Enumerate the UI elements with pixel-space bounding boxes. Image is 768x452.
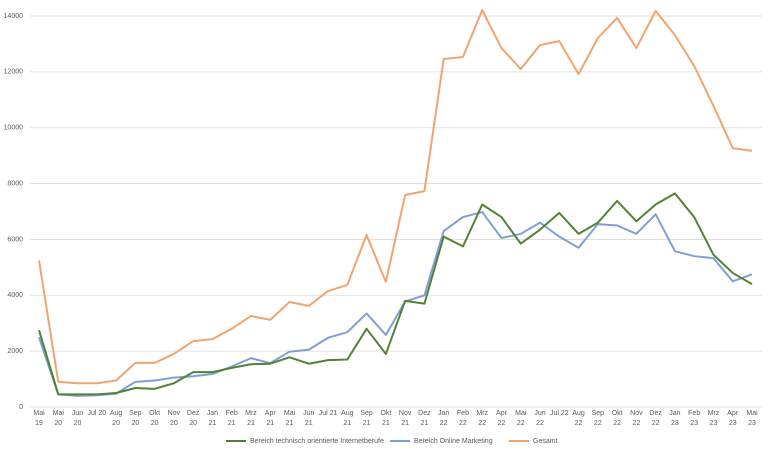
- x-tick-label: Jul 22: [549, 410, 569, 417]
- y-tick-label: 6000: [7, 236, 23, 243]
- series-line: [38, 192, 753, 396]
- x-tick-label: Mrz 21: [245, 410, 257, 427]
- x-tick-label: Jun 21: [303, 410, 315, 427]
- x-tick-label: Nov 20: [167, 410, 181, 427]
- x-tick-label: Feb 22: [456, 410, 469, 427]
- x-tick-label: Jun 20: [71, 410, 84, 427]
- legend-label: Bereich technisch orientierte Internetbe…: [250, 438, 384, 445]
- x-tick-label: Sep 20: [129, 410, 142, 427]
- x-tick-label: Mai 21: [283, 410, 296, 427]
- x-tick-label: Sep 22: [591, 410, 605, 427]
- legend-label: Gesamt: [533, 438, 558, 445]
- y-tick-label: 4000: [7, 292, 23, 299]
- y-tick-label: 8000: [7, 180, 23, 187]
- x-tick-label: Apr 21: [264, 410, 276, 427]
- x-tick-label: Jan 23: [669, 410, 681, 427]
- x-tick-label: Aug 22: [572, 410, 585, 427]
- x-tick-label: Nov 21: [398, 410, 412, 427]
- x-tick-label: Mai 22: [515, 410, 527, 427]
- y-tick-label: 14000: [4, 13, 24, 20]
- x-tick-label: Okt 22: [611, 410, 623, 427]
- x-tick-label: Apr 22: [496, 410, 507, 427]
- x-tick-label: Jan 22: [438, 410, 450, 427]
- y-tick-label: 2000: [7, 348, 23, 355]
- x-tick-label: Dez 21: [418, 410, 431, 427]
- x-tick-label: Nov 22: [630, 410, 643, 427]
- x-tick-label: Sep 21: [360, 410, 373, 427]
- x-tick-label: Jan 21: [206, 410, 219, 427]
- x-tick-label: Okt 21: [380, 410, 392, 427]
- x-tick-label: Apr 23: [727, 410, 739, 427]
- x-tick-label: Jul 20: [87, 410, 107, 417]
- x-tick-label: Jul 21: [318, 410, 338, 417]
- x-tick-label: Mai 19: [33, 410, 45, 427]
- x-tick-label: Mai 23: [746, 410, 758, 427]
- y-tick-label: 10000: [4, 125, 24, 132]
- x-tick-label: Dez 20: [186, 410, 200, 427]
- y-tick-label: 0: [19, 404, 23, 411]
- legend-label: Bereich Online Marketing: [414, 438, 493, 445]
- x-tick-label: Jun 22: [534, 410, 546, 427]
- series-line: [38, 211, 753, 397]
- y-tick-label: 12000: [4, 69, 24, 76]
- x-tick-label: Aug 21: [341, 410, 354, 427]
- x-tick-label: Mai 20: [52, 410, 64, 427]
- series-line: [38, 9, 753, 385]
- x-tick-label: Mrz 23: [707, 410, 720, 427]
- x-tick-label: Mrz 22: [476, 410, 489, 427]
- x-tick-label: Feb 21: [225, 410, 238, 427]
- x-tick-label: Okt 20: [149, 410, 161, 427]
- x-tick-label: Dez 22: [649, 410, 662, 427]
- x-tick-label: Aug 20: [109, 410, 123, 427]
- x-tick-label: Feb 23: [688, 410, 701, 427]
